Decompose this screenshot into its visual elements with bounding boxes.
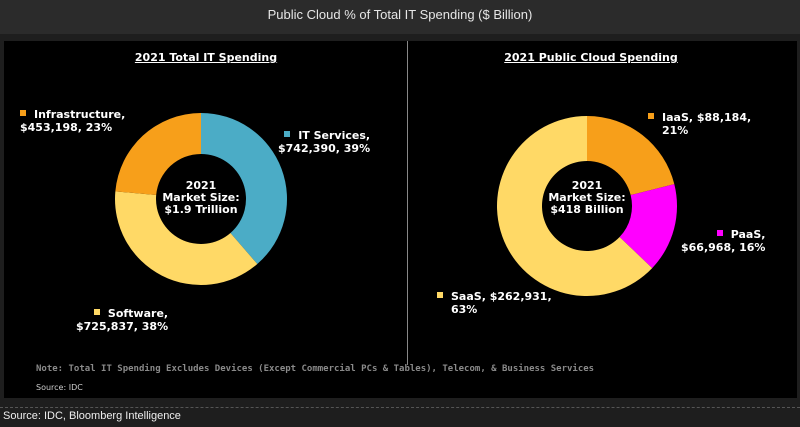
label-paas: PaaS, $66,968, 16% (681, 228, 765, 254)
label-line: $742,390, 39% (278, 142, 371, 155)
label-line: $66,968, 16% (681, 241, 766, 254)
center-line: Market Size: (548, 191, 626, 204)
label-line: IaaS, $88,184, (662, 111, 752, 124)
donut-slice-iaas (587, 116, 675, 196)
right-center-text: 2021 Market Size: $418 Billion (542, 180, 632, 216)
legend-swatch (648, 113, 654, 119)
label-line: PaaS, (730, 228, 766, 241)
left-center-text: 2021 Market Size: $1.9 Trillion (156, 180, 246, 216)
label-line: Software, (107, 307, 169, 320)
center-line: 2021 (185, 179, 217, 192)
donut-slice-infrastructure (115, 113, 201, 196)
center-line: $418 Billion (550, 203, 624, 216)
label-it-services: IT Services, $742,390, 39% (278, 129, 370, 155)
center-line: 2021 (571, 179, 603, 192)
panel-divider (407, 41, 408, 365)
label-saas: SaaS, $262,931, 63% (437, 290, 552, 316)
label-line: 63% (451, 303, 478, 316)
chart-note: Note: Total IT Spending Excludes Devices… (36, 364, 595, 374)
label-line: 21% (662, 124, 689, 137)
label-line: $453,198, 23% (20, 121, 113, 134)
footer-source: Source: IDC, Bloomberg Intelligence (3, 410, 181, 422)
chart-header-title: Public Cloud % of Total IT Spending ($ B… (0, 0, 800, 34)
donut-slice-it-services (201, 113, 287, 264)
donut-slice-software (114, 191, 258, 285)
legend-swatch (284, 131, 291, 137)
legend-swatch (437, 292, 443, 298)
donut-slice-saas (497, 116, 653, 297)
footer-separator (0, 407, 800, 408)
right-chart-title: 2021 Public Cloud Spending (504, 51, 678, 64)
legend-swatch (93, 309, 100, 315)
legend-swatch (716, 230, 723, 236)
center-line: $1.9 Trillion (164, 203, 238, 216)
label-line: SaaS, $262,931, (451, 290, 552, 303)
center-line: Market Size: (162, 191, 240, 204)
label-line: $725,837, 38% (76, 320, 169, 333)
left-chart-title: 2021 Total IT Spending (134, 51, 278, 64)
legend-swatch (20, 110, 26, 116)
label-line: IT Services, (298, 129, 371, 142)
donut-slice-paas (619, 184, 677, 269)
label-infrastructure: Infrastructure, $453,198, 23% (20, 108, 125, 134)
label-software: Software, $725,837, 38% (76, 307, 168, 333)
label-iaas: IaaS, $88,184, 21% (648, 111, 751, 137)
label-line: Infrastructure, (34, 108, 126, 121)
inner-source: Source: IDC (36, 383, 83, 392)
